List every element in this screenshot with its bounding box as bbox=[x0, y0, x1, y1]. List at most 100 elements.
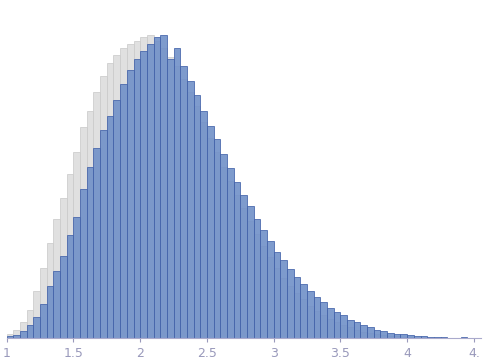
Bar bbox=[200, 122, 207, 338]
Bar bbox=[160, 48, 167, 338]
Bar bbox=[280, 278, 287, 338]
Bar bbox=[301, 299, 307, 338]
Bar bbox=[194, 106, 200, 338]
Bar bbox=[314, 297, 320, 338]
Bar bbox=[100, 76, 107, 338]
Bar bbox=[74, 152, 80, 338]
Bar bbox=[267, 241, 273, 338]
Bar bbox=[234, 182, 240, 338]
Bar bbox=[40, 268, 47, 338]
Bar bbox=[60, 256, 67, 338]
Bar bbox=[327, 319, 334, 338]
Bar bbox=[267, 257, 273, 338]
Bar bbox=[307, 291, 314, 338]
Bar bbox=[153, 37, 160, 338]
Bar bbox=[180, 66, 187, 338]
Bar bbox=[20, 331, 27, 338]
Bar bbox=[174, 66, 180, 338]
Bar bbox=[134, 41, 140, 338]
Bar bbox=[200, 111, 207, 338]
Bar bbox=[273, 252, 280, 338]
Bar bbox=[440, 337, 447, 338]
Bar bbox=[207, 126, 213, 338]
Bar bbox=[254, 219, 260, 338]
Bar bbox=[93, 91, 100, 338]
Bar bbox=[60, 197, 67, 338]
Bar bbox=[334, 312, 340, 338]
Bar bbox=[394, 336, 400, 338]
Bar bbox=[160, 35, 167, 338]
Bar bbox=[461, 337, 467, 338]
Bar bbox=[187, 91, 194, 338]
Bar bbox=[167, 57, 174, 338]
Bar bbox=[67, 235, 74, 338]
Bar bbox=[347, 327, 354, 338]
Bar bbox=[53, 219, 60, 338]
Bar bbox=[400, 334, 407, 338]
Bar bbox=[207, 138, 213, 338]
Bar bbox=[53, 271, 60, 338]
Bar bbox=[347, 320, 354, 338]
Bar bbox=[340, 315, 347, 338]
Bar bbox=[47, 286, 53, 338]
Bar bbox=[227, 168, 234, 338]
Bar bbox=[374, 334, 380, 338]
Bar bbox=[213, 152, 220, 338]
Bar bbox=[234, 195, 240, 338]
Bar bbox=[33, 317, 40, 338]
Bar bbox=[260, 246, 267, 338]
Bar bbox=[140, 37, 147, 338]
Bar bbox=[320, 315, 327, 338]
Bar bbox=[114, 100, 120, 338]
Bar bbox=[180, 78, 187, 338]
Bar bbox=[414, 336, 421, 338]
Bar bbox=[247, 206, 254, 338]
Bar bbox=[167, 59, 174, 338]
Bar bbox=[380, 331, 387, 338]
Bar bbox=[240, 208, 247, 338]
Bar bbox=[320, 302, 327, 338]
Bar bbox=[247, 221, 254, 338]
Bar bbox=[27, 310, 33, 338]
Bar bbox=[127, 70, 134, 338]
Bar bbox=[87, 111, 93, 338]
Bar bbox=[287, 269, 294, 338]
Bar bbox=[407, 335, 414, 338]
Bar bbox=[280, 260, 287, 338]
Bar bbox=[394, 334, 400, 338]
Bar bbox=[254, 234, 260, 338]
Bar bbox=[407, 337, 414, 338]
Bar bbox=[93, 148, 100, 338]
Bar bbox=[147, 35, 153, 338]
Bar bbox=[127, 44, 134, 338]
Bar bbox=[220, 167, 227, 338]
Bar bbox=[80, 189, 87, 338]
Bar bbox=[174, 48, 180, 338]
Bar bbox=[40, 303, 47, 338]
Bar bbox=[153, 41, 160, 338]
Bar bbox=[20, 322, 27, 338]
Bar bbox=[107, 64, 114, 338]
Bar bbox=[387, 336, 394, 338]
Bar bbox=[361, 325, 367, 338]
Bar bbox=[427, 337, 434, 338]
Bar bbox=[387, 333, 394, 338]
Bar bbox=[80, 127, 87, 338]
Bar bbox=[140, 52, 147, 338]
Bar bbox=[14, 335, 20, 338]
Bar bbox=[120, 84, 127, 338]
Bar bbox=[327, 308, 334, 338]
Bar bbox=[7, 334, 14, 338]
Bar bbox=[47, 243, 53, 338]
Bar bbox=[213, 139, 220, 338]
Bar bbox=[194, 95, 200, 338]
Bar bbox=[27, 325, 33, 338]
Bar bbox=[134, 59, 140, 338]
Bar bbox=[374, 330, 380, 338]
Bar bbox=[354, 322, 361, 338]
Bar bbox=[67, 174, 74, 338]
Bar bbox=[367, 333, 374, 338]
Bar bbox=[314, 311, 320, 338]
Bar bbox=[240, 195, 247, 338]
Bar bbox=[287, 286, 294, 338]
